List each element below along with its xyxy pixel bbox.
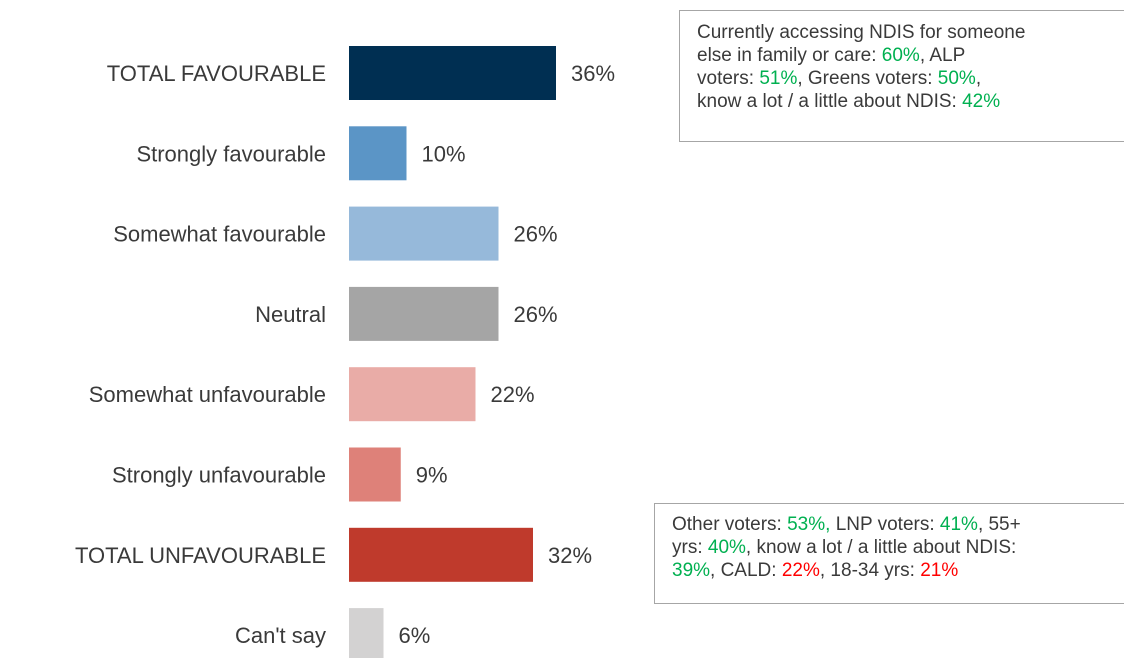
callout-text: , 18-34 yrs:: [819, 560, 921, 581]
category-label: TOTAL UNFAVOURABLE: [75, 543, 326, 568]
callout-text: , ALP: [919, 45, 966, 66]
callout-text: ,: [975, 68, 982, 89]
callout-text: LNP voters:: [830, 514, 940, 535]
bar-5: [349, 447, 401, 502]
callout-text: yrs:: [672, 537, 708, 558]
callout-line: Currently accessing NDIS for someone: [697, 21, 1116, 44]
bar-2: [349, 206, 499, 261]
value-label: 6%: [399, 623, 431, 648]
highlighted-percentage: 50%: [937, 68, 976, 89]
category-label: Neutral: [255, 302, 326, 327]
value-label: 9%: [416, 463, 448, 488]
highlighted-percentage: 39%: [672, 560, 711, 581]
highlighted-percentage: 51%: [759, 68, 798, 89]
bar-4: [349, 367, 476, 422]
bar-3: [349, 286, 499, 341]
callout-text: , know a lot / a little about NDIS:: [745, 537, 1017, 558]
highlighted-percentage: 42%: [962, 91, 1001, 112]
callout-line: else in family or care: 60%, ALP: [697, 44, 1116, 67]
bar-7: [349, 608, 384, 658]
category-label: Somewhat favourable: [113, 222, 326, 247]
category-label: Somewhat unfavourable: [89, 382, 326, 407]
callout-text: Currently accessing NDIS for someone: [697, 22, 1026, 43]
value-label: 26%: [514, 222, 558, 247]
value-label: 26%: [514, 302, 558, 327]
bar-6: [349, 527, 533, 582]
value-label: 32%: [548, 543, 592, 568]
category-label: Strongly favourable: [136, 141, 326, 166]
value-label: 10%: [422, 141, 466, 166]
value-label: 36%: [571, 61, 615, 86]
highlighted-percentage: 22%: [781, 560, 820, 581]
callout-text: else in family or care:: [697, 45, 882, 66]
value-label: 22%: [491, 382, 535, 407]
highlighted-percentage: 53%,: [787, 514, 831, 535]
category-label: Can't say: [235, 623, 326, 648]
highlighted-percentage: 60%: [881, 45, 920, 66]
callout-line: yrs: 40%, know a lot / a little about ND…: [672, 536, 1116, 559]
highlighted-percentage: 40%: [707, 537, 746, 558]
unfavourable-callout-box: Other voters: 53%, LNP voters: 41%, 55+ y…: [654, 503, 1124, 604]
bar-0: [349, 46, 556, 100]
bar-1: [349, 126, 407, 181]
callout-text: know a lot / a little about NDIS:: [697, 91, 963, 112]
callout-text: voters:: [697, 68, 760, 89]
highlighted-percentage: 41%: [939, 514, 978, 535]
callout-line: Other voters: 53%, LNP voters: 41%, 55+: [672, 513, 1116, 536]
favourable-callout-box: Currently accessing NDIS for someone else…: [679, 10, 1124, 142]
callout-line: know a lot / a little about NDIS: 42%: [697, 90, 1116, 113]
callout-text: , Greens voters:: [797, 68, 938, 89]
highlighted-percentage: 21%: [920, 560, 959, 581]
callout-line: 39%, CALD: 22%, 18-34 yrs: 21%: [672, 559, 1116, 582]
category-label: Strongly unfavourable: [112, 463, 326, 488]
callout-line: voters: 51%, Greens voters: 50%,: [697, 67, 1116, 90]
callout-text: , CALD:: [710, 560, 782, 581]
callout-text: Other voters:: [672, 514, 788, 535]
category-label: TOTAL FAVOURABLE: [107, 61, 326, 86]
callout-text: , 55+: [977, 514, 1021, 535]
